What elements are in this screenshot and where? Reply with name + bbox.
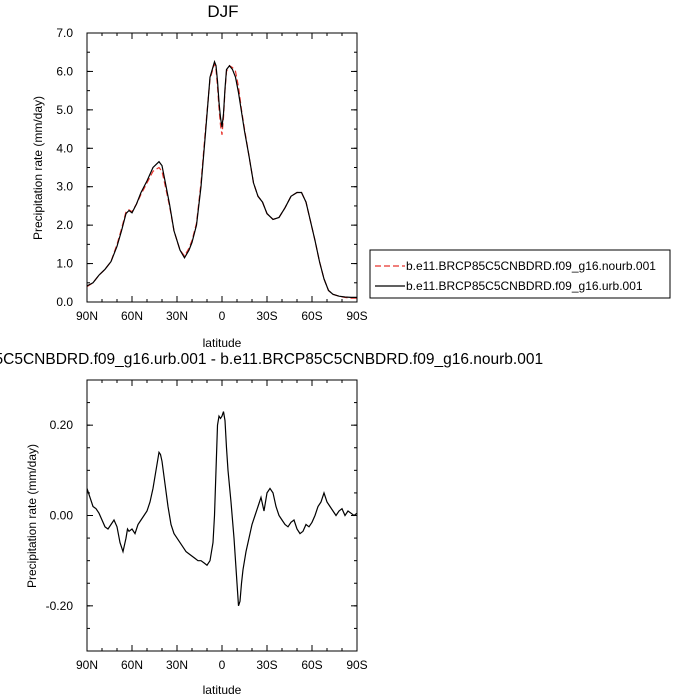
bottom-plot-ticks [86, 379, 358, 652]
top-y-tick-label: 5.0 [56, 103, 73, 117]
top-plot-frame [86, 32, 358, 303]
legend-label-nourb: b.e11.BRCP85C5CNBDRD.f09_g16.nourb.001 [406, 259, 656, 273]
top-x-tick-label: 60N [121, 309, 143, 323]
bottom-series-line-0 [86, 411, 358, 606]
bottom-x-tick-label: 30S [256, 658, 277, 672]
bottom-x-tick-label: 60N [121, 658, 143, 672]
top-x-tick-label: 0 [219, 309, 226, 323]
top-x-tick-label: 30S [256, 309, 277, 323]
top-y-tick-label: 3.0 [56, 180, 73, 194]
bottom-y-tick-label: -0.20 [46, 599, 74, 613]
top-y-tick-labels: 0.0 1.0 2.0 3.0 4.0 5.0 6.0 7.0 [56, 26, 73, 309]
top-series-line-1 [86, 59, 357, 298]
top-chart-title: DJF [207, 2, 238, 21]
top-y-axis-label: Precipitation rate (mm/day) [31, 96, 45, 240]
top-y-tick-label: 4.0 [56, 141, 73, 155]
top-x-tick-labels: 90N 60N 30N 0 30S 60S 90S [76, 309, 368, 323]
bottom-x-tick-label: 60S [301, 658, 322, 672]
top-y-tick-label: 7.0 [56, 26, 73, 40]
bottom-x-tick-label: 90N [76, 658, 98, 672]
bottom-y-tick-label: 0.00 [50, 509, 74, 523]
top-y-tick-label: 0.0 [56, 295, 73, 309]
bottom-x-axis-label: latitude [203, 683, 242, 697]
top-x-tick-label: 60S [301, 309, 322, 323]
top-plot-series [86, 59, 357, 299]
bottom-y-tick-labels: -0.20 0.00 0.20 [46, 418, 74, 613]
top-x-axis-label: latitude [203, 336, 242, 350]
top-x-tick-label: 30N [166, 309, 188, 323]
legend: b.e11.BRCP85C5CNBDRD.f09_g16.nourb.001 b… [369, 249, 671, 299]
bottom-panel: b.e11.BRCP85C5CNBDRD.f09_g16.urb.001 - b… [0, 351, 543, 697]
bottom-x-tick-labels: 90N 60N 30N 0 30S 60S 90S [76, 658, 368, 672]
top-series-line-0 [86, 61, 357, 299]
bottom-y-axis-label: Precipitation rate (mm/day) [25, 444, 39, 588]
top-y-tick-label: 6.0 [56, 64, 73, 78]
top-x-tick-label: 90N [76, 309, 98, 323]
bottom-plot-frame [86, 379, 358, 652]
bottom-x-tick-label: 30N [166, 658, 188, 672]
top-y-tick-label: 1.0 [56, 257, 73, 271]
bottom-x-tick-label: 90S [346, 658, 367, 672]
legend-box [369, 249, 671, 299]
top-plot-ticks [86, 32, 358, 303]
bottom-plot-series [86, 411, 358, 606]
legend-label-urb: b.e11.BRCP85C5CNBDRD.f09_g16.urb.001 [406, 279, 643, 293]
bottom-x-tick-label: 0 [219, 658, 226, 672]
top-x-tick-label: 90S [346, 309, 367, 323]
bottom-y-tick-label: 0.20 [50, 418, 74, 432]
bottom-chart-title: b.e11.BRCP85C5CNBDRD.f09_g16.urb.001 - b… [0, 351, 543, 368]
top-panel: DJF 0.0 1.0 2.0 3.0 4.0 5.0 6.0 7.0 90N 60N 30N 0 3… [31, 2, 368, 350]
top-y-tick-label: 2.0 [56, 218, 73, 232]
